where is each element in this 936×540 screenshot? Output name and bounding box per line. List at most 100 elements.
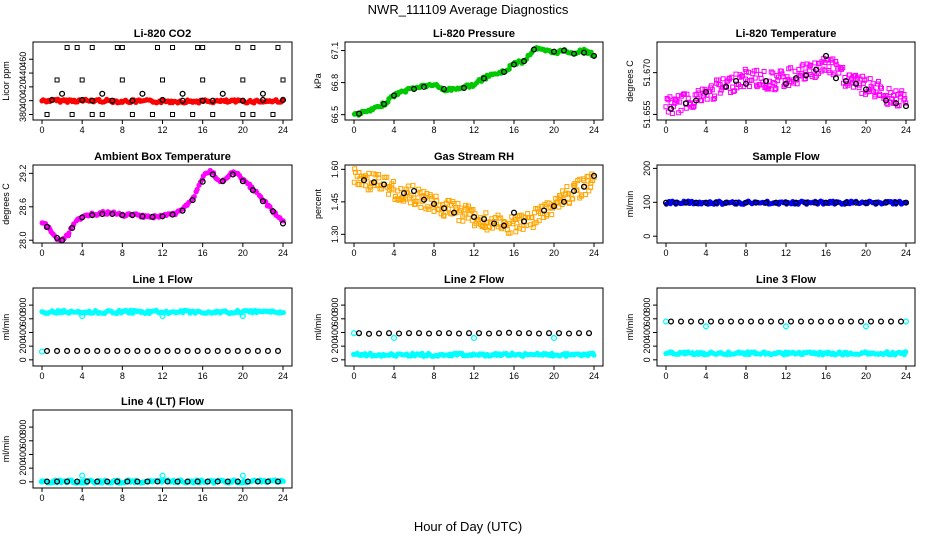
data-point <box>184 478 191 485</box>
x-tick-label: 0 <box>351 371 356 381</box>
x-tick-label: 16 <box>821 248 831 258</box>
data-point <box>677 99 683 105</box>
data-point <box>867 318 875 325</box>
x-tick-label: 16 <box>198 371 208 381</box>
y-axis-label: degrees C <box>1 183 11 225</box>
x-tick-label: 0 <box>39 493 44 503</box>
y-tick-label: 51.655 <box>642 101 652 129</box>
data-point <box>410 187 418 195</box>
x-tick-label: 8 <box>743 248 748 258</box>
data-series <box>44 111 276 117</box>
data-point <box>250 45 256 51</box>
data-point <box>778 68 784 74</box>
data-point <box>129 111 135 117</box>
x-tick-label: 24 <box>589 248 599 258</box>
data-point <box>590 52 598 59</box>
x-tick-label: 20 <box>549 371 559 381</box>
data-point <box>692 199 700 206</box>
y-tick-label: 800 <box>330 298 340 313</box>
data-point <box>174 347 181 354</box>
data-point <box>807 318 815 325</box>
data-point <box>878 85 884 91</box>
data-point <box>812 199 820 206</box>
data-point <box>104 347 111 354</box>
data-point <box>902 103 910 110</box>
data-point <box>114 45 120 51</box>
plot-frame <box>32 409 293 489</box>
x-tick-label: 20 <box>238 125 248 135</box>
data-point <box>124 478 131 485</box>
x-tick-label: 16 <box>509 248 519 258</box>
data-point <box>826 64 832 70</box>
data-point <box>280 77 286 83</box>
data-point <box>239 97 246 104</box>
y-tick-label: 380 <box>18 107 28 122</box>
y-tick-label: 600 <box>18 311 28 326</box>
data-point <box>274 478 282 485</box>
data-point <box>450 209 458 216</box>
data-point <box>882 199 890 206</box>
data-point <box>279 96 287 104</box>
y-tick-label: 400 <box>18 447 28 462</box>
data-point <box>144 478 151 485</box>
data-point <box>667 94 673 100</box>
data-point <box>770 70 776 76</box>
data-point <box>792 199 800 206</box>
data-point <box>149 213 156 220</box>
data-point <box>840 64 846 70</box>
data-point <box>190 111 196 117</box>
data-point <box>812 66 820 73</box>
data-point <box>410 183 416 189</box>
data-point <box>214 478 221 485</box>
x-tick-label: 0 <box>663 371 668 381</box>
chart-panel: Ambient Box Temperature degrees C 0 4 8 12 16 2… <box>1 151 293 258</box>
data-point <box>520 58 528 65</box>
data-point <box>428 194 434 200</box>
data-point <box>892 199 900 206</box>
data-point <box>483 210 489 216</box>
data-point <box>48 96 56 104</box>
data-point <box>761 68 767 74</box>
data-point <box>752 75 758 81</box>
data-point <box>280 309 287 316</box>
x-tick-label: 20 <box>549 125 559 135</box>
data-point <box>79 313 86 320</box>
data-point <box>259 96 266 104</box>
data-point <box>385 330 393 337</box>
x-tick-label: 0 <box>351 248 356 258</box>
data-point <box>772 87 778 93</box>
data-point <box>500 222 508 229</box>
data-point <box>470 213 478 221</box>
data-point <box>662 318 670 325</box>
x-tick-label: 4 <box>703 125 708 135</box>
data-point <box>787 318 795 325</box>
x-tick-label: 20 <box>238 493 248 503</box>
x-tick-label: 16 <box>821 125 831 135</box>
data-point <box>160 77 165 83</box>
data-point <box>742 80 750 87</box>
x-tick-label: 16 <box>509 371 519 381</box>
data-point <box>104 478 111 485</box>
chart-panel: Gas Stream RH percent 0 4 8 12 16 20 24 1.30 1.45 1… <box>313 151 604 258</box>
data-point <box>380 181 388 188</box>
panel-title: Line 4 (LT) Flow <box>121 396 204 408</box>
data-point <box>170 45 176 51</box>
data-point <box>707 318 715 325</box>
data-point <box>219 90 226 97</box>
data-point <box>662 199 670 206</box>
data-point <box>129 97 136 104</box>
data-point <box>79 77 85 83</box>
data-series <box>663 349 909 358</box>
data-point <box>375 330 383 337</box>
data-point <box>159 472 166 479</box>
data-series <box>39 307 287 317</box>
data-point <box>732 199 740 206</box>
data-point <box>54 347 61 354</box>
y-tick-label: 800 <box>18 298 28 313</box>
data-point <box>109 210 116 218</box>
data-point <box>410 85 418 93</box>
data-point <box>667 105 675 112</box>
data-point <box>270 111 276 117</box>
data-point <box>872 199 880 206</box>
